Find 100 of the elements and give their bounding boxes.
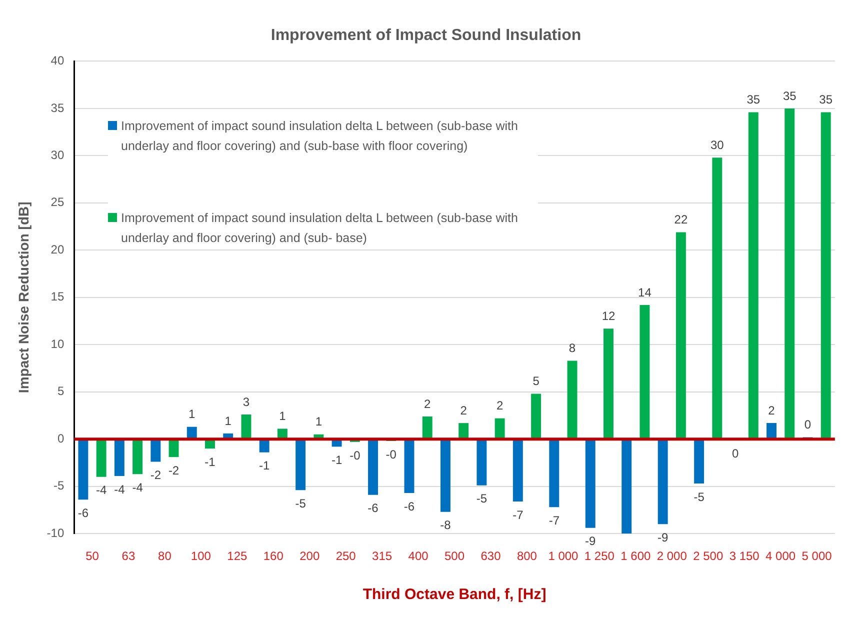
chart-title: Improvement of Impact Sound Insulation [270,27,582,44]
data-label: -2 [150,468,162,482]
legend-label: Improvement of impact sound insulation delta L between (sub-base with underlay and floor covering) and (sub-base with floor covering) [121,118,519,155]
bar [78,440,88,500]
data-label: -9 [585,534,596,548]
bar [440,440,450,512]
data-label: -5 [694,490,705,504]
data-label: 3 [242,394,250,409]
bar [567,360,578,439]
data-label: -9 [657,530,668,544]
y-tick-label: 35 [50,100,64,115]
bar [368,440,378,495]
y-axis-title: Impact Noise Reduction [dB] [15,202,32,394]
x-tick-label: 4 000 [766,549,796,564]
x-tick-label: 1 600 [620,549,651,564]
bar [150,440,161,462]
x-tick-label: 3 150 [729,549,760,564]
x-tick-label: 800 [516,549,538,564]
bar [712,158,722,439]
y-tick-label: 10 [50,336,64,351]
x-tick-label: 63 [122,549,136,564]
x-tick-label: 250 [336,549,356,564]
data-label: 35 [819,92,833,107]
x-tick-label: 100 [190,549,212,564]
bar [549,440,560,508]
bar [622,440,632,534]
data-label: -6 [78,506,89,520]
x-tick-label: 2 500 [693,549,724,564]
bar [96,440,106,477]
data-label: -0 [350,448,361,462]
data-label: 0 [732,446,739,460]
y-tick-label: -10 [46,526,64,540]
bar [422,416,432,439]
data-label: 2 [460,403,468,418]
bar [277,428,288,439]
data-label: -1 [259,458,270,473]
bar [658,440,668,524]
y-tick-label: 25 [50,195,64,210]
y-tick-label: 30 [50,148,64,162]
data-label: 0 [804,418,812,432]
data-label: -8 [440,518,452,532]
x-tick-label: 5 000 [802,549,832,564]
bar [168,440,179,458]
data-label: 5 [532,374,540,388]
data-label: -7 [548,513,560,528]
bar [404,440,414,493]
bar [766,423,776,439]
data-label: 1 [315,414,322,429]
y-tick-label: 20 [50,242,64,256]
x-tick-label: 1 000 [548,549,579,564]
bar [458,423,469,439]
bar [531,394,542,439]
data-label: 12 [602,308,616,323]
bar [694,440,704,484]
x-tick-label: 400 [408,549,429,564]
x-tick-label: 500 [444,549,465,564]
data-label: 2 [496,398,504,413]
x-tick-label: 1 250 [584,549,615,564]
bar [132,440,143,474]
bar [640,304,650,439]
legend-label: Improvement of impact sound insulation delta L between (sub-base with underlay and floor covering) and (sub- base) [121,210,519,247]
y-tick-label: 40 [50,54,64,68]
bar [296,440,306,490]
data-label: 2 [768,403,776,418]
x-tick-label: 160 [263,549,284,564]
x-tick-label: 50 [86,549,100,564]
data-label: 8 [568,341,576,356]
y-tick-label: -5 [53,478,64,493]
data-label: -4 [132,480,144,494]
data-label: -1 [331,452,342,467]
data-label: -5 [476,492,488,506]
data-label: 1 [224,414,232,428]
x-tick-label: 315 [372,549,392,564]
x-tick-label: 200 [300,549,320,564]
x-axis-title: Third Octave Band, f, [Hz] [362,586,546,604]
bar [585,440,596,528]
data-label: 30 [710,138,724,152]
data-label: 35 [782,88,797,103]
x-tick-label: 2 000 [656,549,688,564]
bar [604,328,614,439]
data-label: -6 [368,501,379,516]
bar [114,440,124,476]
data-label: -7 [512,508,524,522]
data-label: 35 [746,92,760,107]
data-label: -6 [404,499,415,514]
bar [259,440,270,452]
y-tick-label: 0 [57,431,64,446]
x-tick-label: 80 [158,549,172,564]
x-tick-label: 125 [227,549,248,564]
bar [476,440,487,486]
y-tick-label: 15 [50,290,64,304]
bar [512,440,523,502]
data-label: 2 [424,396,432,411]
data-label: 22 [674,212,688,227]
bar [748,112,758,439]
bar [784,108,795,439]
bar [494,418,505,439]
data-label: -4 [96,483,107,498]
data-label: 1 [188,407,196,422]
data-label: -0 [386,447,397,462]
